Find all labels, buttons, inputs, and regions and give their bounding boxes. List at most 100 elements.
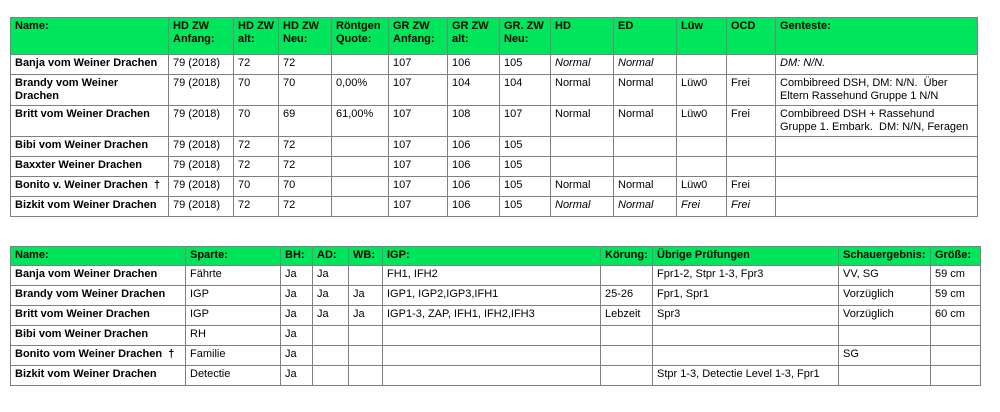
data-cell: 106 bbox=[447, 54, 500, 75]
data-cell: 70 bbox=[233, 74, 279, 106]
header-row: Name: HD ZW Anfang: HD ZW alt: HD ZW Neu: Rö… bbox=[10, 17, 978, 55]
data-cell: Familie bbox=[185, 345, 281, 366]
data-cell: VV, SG bbox=[838, 265, 931, 286]
column-header: IGP: bbox=[382, 246, 601, 266]
data-cell: 106 bbox=[447, 136, 500, 157]
data-cell bbox=[331, 54, 389, 75]
data-cell: 72 bbox=[233, 156, 279, 177]
column-header: ED bbox=[613, 17, 677, 55]
data-cell: Normal bbox=[613, 176, 677, 197]
table-row: Baxxter Weiner Drachen 79 (2018) 72 72 107 10… bbox=[10, 156, 978, 177]
data-cell: Lüw0 bbox=[676, 176, 727, 197]
data-cell: Fpr1-2, Stpr 1-3, Fpr3 bbox=[652, 265, 839, 286]
data-cell bbox=[613, 136, 677, 157]
pruefungen-table: Name: Sparte: BH: AD: WB: IGP: Körung: Übrige P… bbox=[10, 246, 981, 386]
column-header: BH: bbox=[280, 246, 313, 266]
dog-name-cell: Baxxter Weiner Drachen bbox=[10, 156, 169, 177]
data-cell: 70 bbox=[278, 176, 332, 197]
column-header: OCD bbox=[726, 17, 776, 55]
data-cell: 70 bbox=[233, 176, 279, 197]
dog-name-cell: Bizkit vom Weiner Drachen bbox=[10, 196, 169, 217]
data-cell: Frei bbox=[726, 105, 776, 137]
zuchtwerte-table: Name: HD ZW Anfang: HD ZW alt: HD ZW Neu: Rö… bbox=[10, 17, 978, 217]
data-cell bbox=[348, 325, 383, 346]
data-cell bbox=[838, 365, 931, 386]
data-cell: Frei bbox=[726, 74, 776, 106]
data-cell: 72 bbox=[278, 136, 332, 157]
data-cell: 105 bbox=[499, 54, 551, 75]
data-cell bbox=[382, 345, 601, 366]
data-cell bbox=[930, 345, 981, 366]
column-header: Körung: bbox=[600, 246, 653, 266]
data-cell: Ja bbox=[280, 325, 313, 346]
data-cell: IGP1, IGP2,IGP3,IFH1 bbox=[382, 285, 601, 306]
column-header: Schauergebnis: bbox=[838, 246, 931, 266]
data-cell: 107 bbox=[388, 176, 448, 197]
column-header: Name: bbox=[10, 17, 169, 55]
column-header: Name: bbox=[10, 246, 186, 266]
data-cell: 107 bbox=[499, 105, 551, 137]
data-cell: Frei bbox=[726, 196, 776, 217]
column-header: Sparte: bbox=[185, 246, 281, 266]
data-cell: 72 bbox=[278, 54, 332, 75]
data-cell: 105 bbox=[499, 176, 551, 197]
data-cell: Stpr 1-3, Detectie Level 1-3, Fpr1 bbox=[652, 365, 839, 386]
data-cell bbox=[726, 54, 776, 75]
table-row: Bonito v. Weiner Drachen † 79 (2018) 70 70 1… bbox=[10, 176, 978, 197]
table-row: Bizkit vom Weiner Drachen Detectie Ja Stpr … bbox=[10, 365, 981, 386]
data-cell: Normal bbox=[613, 196, 677, 217]
data-cell: 72 bbox=[233, 196, 279, 217]
data-cell: DM: N/N. bbox=[775, 54, 978, 75]
data-cell bbox=[930, 365, 981, 386]
data-cell: Ja bbox=[280, 265, 313, 286]
data-cell bbox=[600, 365, 653, 386]
data-cell: 106 bbox=[447, 196, 500, 217]
data-cell: Frei bbox=[676, 196, 727, 217]
column-header: Übrige Prüfungen bbox=[652, 246, 839, 266]
data-cell: Ja bbox=[280, 365, 313, 386]
column-header: GR ZW Anfang: bbox=[388, 17, 448, 55]
dog-name-cell: Bizkit vom Weiner Drachen bbox=[10, 365, 186, 386]
data-cell bbox=[613, 156, 677, 177]
data-cell bbox=[676, 54, 727, 75]
data-cell: 79 (2018) bbox=[168, 176, 234, 197]
data-cell bbox=[331, 156, 389, 177]
data-cell bbox=[838, 325, 931, 346]
data-cell bbox=[550, 156, 614, 177]
column-header: Größe: bbox=[930, 246, 981, 266]
table-row: Banja vom Weiner Drachen 79 (2018) 72 72 107… bbox=[10, 54, 978, 75]
data-cell: Ja bbox=[312, 265, 349, 286]
data-cell bbox=[550, 136, 614, 157]
data-cell: 105 bbox=[499, 156, 551, 177]
data-cell bbox=[775, 136, 978, 157]
data-cell: 70 bbox=[233, 105, 279, 137]
data-cell bbox=[775, 196, 978, 217]
data-cell: Ja bbox=[280, 285, 313, 306]
column-header: HD bbox=[550, 17, 614, 55]
data-cell: Normal bbox=[613, 105, 677, 137]
data-cell: 72 bbox=[233, 136, 279, 157]
data-cell: Ja bbox=[348, 305, 383, 326]
data-cell: SG bbox=[838, 345, 931, 366]
data-cell bbox=[312, 325, 349, 346]
data-cell: Ja bbox=[280, 305, 313, 326]
data-cell: 107 bbox=[388, 136, 448, 157]
data-cell bbox=[775, 156, 978, 177]
table-row: Brandy vom Weiner Drachen 79 (2018) 70 70 0,… bbox=[10, 74, 978, 106]
data-cell: 105 bbox=[499, 196, 551, 217]
data-cell: 79 (2018) bbox=[168, 196, 234, 217]
data-cell bbox=[726, 156, 776, 177]
data-cell: Frei bbox=[726, 176, 776, 197]
data-cell: IGP bbox=[185, 305, 281, 326]
dog-name-cell: Bibi vom Weiner Drachen bbox=[10, 325, 186, 346]
data-cell: Normal bbox=[613, 54, 677, 75]
table-row: Britt vom Weiner Drachen 79 (2018) 70 69 61,… bbox=[10, 105, 978, 137]
data-cell bbox=[331, 136, 389, 157]
data-cell: 72 bbox=[278, 196, 332, 217]
data-cell: Spr3 bbox=[652, 305, 839, 326]
data-cell: Detectie bbox=[185, 365, 281, 386]
dog-name-cell: Bonito vom Weiner Drachen † bbox=[10, 345, 186, 366]
table-row: Britt vom Weiner Drachen IGP Ja Ja Ja IGP1-3,… bbox=[10, 305, 981, 326]
data-cell: 107 bbox=[388, 74, 448, 106]
data-cell: Lüw0 bbox=[676, 105, 727, 137]
